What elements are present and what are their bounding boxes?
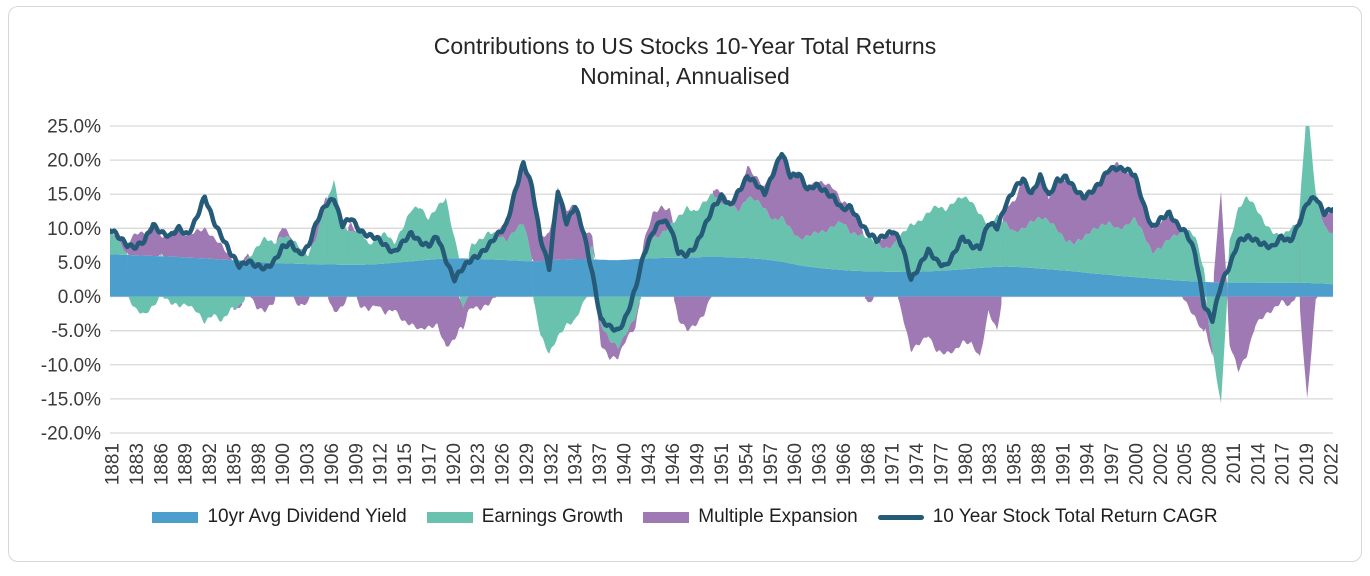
x-axis-tick-label: 2017 xyxy=(1273,443,1294,485)
x-axis-tick-label: 1949 xyxy=(688,443,709,485)
x-axis-tick-label: 2022 xyxy=(1322,443,1343,485)
x-axis-tick-label: 2005 xyxy=(1175,443,1196,485)
y-axis-tick-label: 5.0% xyxy=(58,253,101,274)
x-axis-tick-label: 1915 xyxy=(395,443,416,485)
legend-item-total-return-line: 10 Year Stock Total Return CAGR xyxy=(877,506,1218,528)
x-axis-tick-label: 1937 xyxy=(590,443,611,485)
legend-item-dividend-yield: 10yr Avg Dividend Yield xyxy=(152,506,407,528)
chart-title: Contributions to US Stocks 10-Year Total… xyxy=(433,33,937,59)
total-return-line-swatch-icon xyxy=(877,514,924,520)
legend: 10yr Avg Dividend Yield Earnings Growth … xyxy=(0,506,1370,528)
multiple-expansion-swatch-icon xyxy=(643,511,690,523)
x-axis-tick-label: 1940 xyxy=(614,443,635,485)
x-axis-tick-label: 1898 xyxy=(249,443,270,485)
x-axis-tick-label: 1883 xyxy=(127,443,148,485)
x-axis-tick-label: 1983 xyxy=(980,443,1001,485)
y-axis-tick-label: -20.0% xyxy=(41,424,101,445)
x-axis-tick-label: 1912 xyxy=(371,443,392,485)
legend-label-multiple-expansion: Multiple Expansion xyxy=(698,506,858,527)
chart-frame-border xyxy=(8,6,1362,562)
x-axis-tick-label: 1934 xyxy=(566,443,587,486)
x-axis-tick-label: 1977 xyxy=(931,443,952,485)
x-axis-tick-label: 1966 xyxy=(834,443,855,485)
x-axis-tick-label: 1917 xyxy=(419,443,440,485)
total-return-line xyxy=(110,151,1333,333)
y-axis-tick-label: 10.0% xyxy=(47,219,101,240)
x-axis-tick-label: 1971 xyxy=(883,443,904,485)
x-axis-tick-label: 1951 xyxy=(712,443,733,485)
x-axis-tick-label: 1954 xyxy=(736,443,757,486)
x-axis-tick-label: 1985 xyxy=(1005,443,1026,485)
x-axis-tick-label: 1946 xyxy=(663,443,684,485)
x-axis-tick-label: 1929 xyxy=(517,443,538,485)
x-axis-tick-label: 1903 xyxy=(298,443,319,485)
x-axis-tick-label: 1895 xyxy=(224,443,245,485)
x-axis-tick-label: 2019 xyxy=(1297,443,1318,485)
y-axis-tick-label: 25.0% xyxy=(47,117,101,138)
y-axis-tick-label: 20.0% xyxy=(47,151,101,172)
x-axis-tick-label: 2000 xyxy=(1126,443,1147,485)
x-axis-tick-label: 1881 xyxy=(103,443,124,485)
x-axis-tick-label: 1991 xyxy=(1053,443,1074,485)
x-axis-tick-label: 1892 xyxy=(200,443,221,485)
x-axis-tick-label: 1980 xyxy=(956,443,977,485)
x-axis-tick-label: 1963 xyxy=(810,443,831,485)
x-axis-tick-label: 1926 xyxy=(493,443,514,485)
x-axis-tick-label: 1889 xyxy=(176,443,197,485)
x-axis-tick-label: 1932 xyxy=(541,443,562,485)
x-axis-tick-label: 2011 xyxy=(1224,443,1245,484)
x-axis-tick-label: 2008 xyxy=(1200,443,1221,485)
legend-label-earnings-growth: Earnings Growth xyxy=(481,506,624,527)
legend-label-dividend-yield: 10yr Avg Dividend Yield xyxy=(207,506,407,527)
earnings-growth-swatch-icon xyxy=(426,511,473,523)
x-axis-tick-label: 1957 xyxy=(761,443,782,485)
y-axis-tick-label: 15.0% xyxy=(47,185,101,206)
x-axis-tick-label: 1900 xyxy=(273,443,294,485)
x-axis-tick-label: 1997 xyxy=(1102,443,1123,485)
x-axis-tick-label: 1968 xyxy=(858,443,879,485)
x-axis-tick-label: 1988 xyxy=(1029,443,1050,485)
dividend-yield-area xyxy=(110,254,1333,297)
x-axis-tick-label: 1960 xyxy=(785,443,806,485)
x-axis-tick-label: 1909 xyxy=(346,443,367,485)
x-axis-tick-label: 1994 xyxy=(1078,443,1099,486)
legend-label-total-return: 10 Year Stock Total Return CAGR xyxy=(932,506,1218,527)
earnings-growth-area xyxy=(110,126,1333,404)
y-axis-tick-label: -5.0% xyxy=(51,321,101,342)
x-axis-tick-label: 1886 xyxy=(151,443,172,485)
dividend-yield-swatch-icon xyxy=(152,511,199,523)
legend-item-earnings-growth: Earnings Growth xyxy=(426,506,624,528)
x-axis-tick-label: 1923 xyxy=(468,443,489,485)
x-axis-tick-label: 1920 xyxy=(444,443,465,485)
y-axis-tick-label: -15.0% xyxy=(41,389,101,410)
multiple-expansion-area xyxy=(110,154,1333,399)
x-axis-tick-label: 1943 xyxy=(639,443,660,485)
chart-title-block: Contributions to US Stocks 10-Year Total… xyxy=(0,31,1370,91)
y-axis-tick-label: 0.0% xyxy=(58,287,101,308)
x-axis-tick-label: 1974 xyxy=(907,443,928,486)
x-axis-tick-label: 2002 xyxy=(1151,443,1172,485)
legend-item-multiple-expansion: Multiple Expansion xyxy=(643,506,858,528)
x-axis-tick-label: 2014 xyxy=(1248,443,1269,486)
chart-subtitle: Nominal, Annualised xyxy=(580,63,790,89)
y-axis-tick-label: -10.0% xyxy=(41,355,101,376)
x-axis-tick-label: 1906 xyxy=(322,443,343,485)
